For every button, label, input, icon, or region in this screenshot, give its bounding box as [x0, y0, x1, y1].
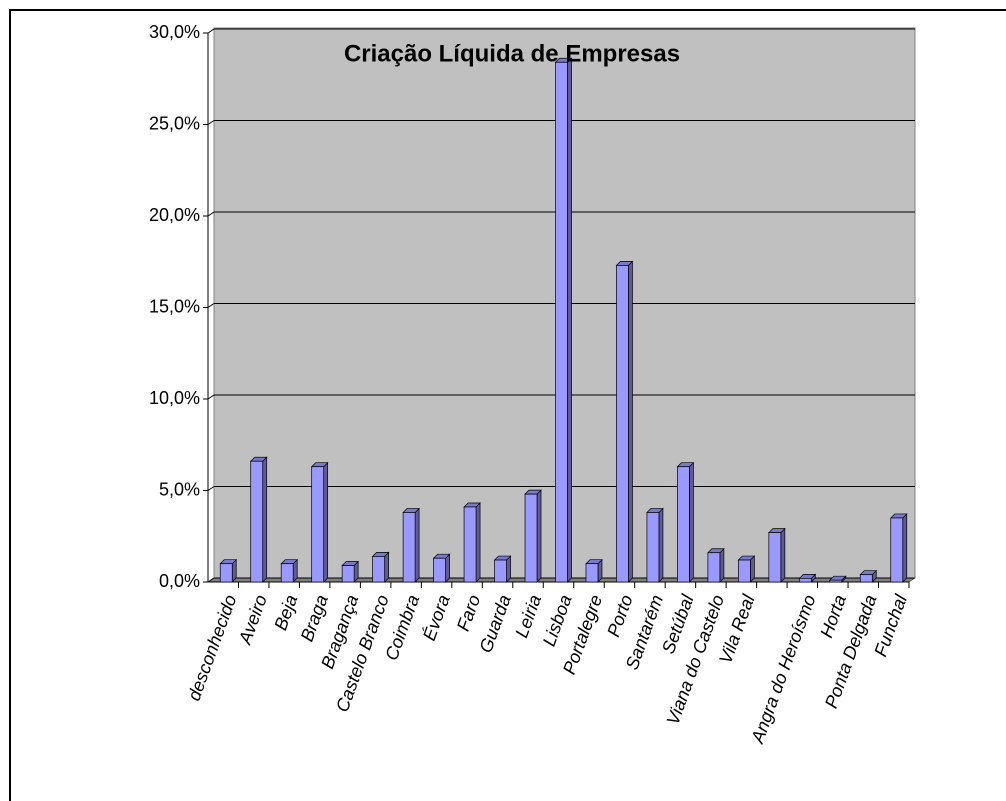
bar	[280, 563, 294, 583]
bar	[311, 466, 325, 583]
grid-line	[207, 303, 215, 308]
bar-side	[658, 507, 664, 583]
bar-side	[445, 553, 450, 583]
bar	[341, 565, 355, 583]
chart-title: Criação Líquida de Empresas	[344, 40, 680, 67]
bar	[372, 556, 385, 583]
grid-line	[207, 486, 215, 491]
bar	[738, 559, 751, 583]
bar	[433, 557, 446, 583]
y-tick-label: 15,0%	[149, 296, 200, 316]
bar	[677, 466, 690, 583]
bar	[555, 61, 568, 583]
grid-line	[207, 28, 215, 34]
bar-side	[475, 502, 481, 583]
y-tick-label: 25,0%	[149, 113, 200, 133]
y-tick-label: 30,0%	[149, 22, 200, 42]
bar	[890, 517, 904, 583]
bar	[707, 552, 721, 583]
bar-side	[536, 489, 542, 583]
bar	[616, 265, 629, 583]
bar	[250, 460, 264, 583]
bar-side	[414, 507, 420, 583]
bar	[585, 563, 599, 583]
bar	[524, 493, 538, 583]
bar	[768, 532, 782, 583]
bar	[798, 577, 812, 583]
grid-line	[207, 120, 215, 125]
bar-side	[567, 57, 572, 583]
bar	[829, 579, 843, 583]
bar-side	[628, 260, 633, 583]
y-tick-label: 10,0%	[149, 388, 200, 408]
bar	[494, 559, 507, 583]
bar-side	[323, 461, 329, 583]
bar-side	[719, 547, 725, 583]
bar	[463, 506, 477, 583]
grid-line	[207, 211, 215, 217]
bar	[859, 574, 873, 583]
bar	[646, 512, 660, 583]
grid-line	[207, 577, 215, 583]
bar	[402, 512, 416, 583]
y-tick-label: 5,0%	[159, 479, 200, 499]
bar-side	[780, 527, 786, 583]
bar-side	[902, 513, 908, 583]
bar	[219, 563, 233, 583]
bar-side	[689, 461, 694, 583]
grid-line	[207, 394, 215, 400]
y-tick-label: 0,0%	[159, 571, 200, 591]
y-tick-label: 20,0%	[149, 205, 200, 225]
bar-side	[262, 456, 268, 583]
bar-side	[384, 551, 389, 583]
